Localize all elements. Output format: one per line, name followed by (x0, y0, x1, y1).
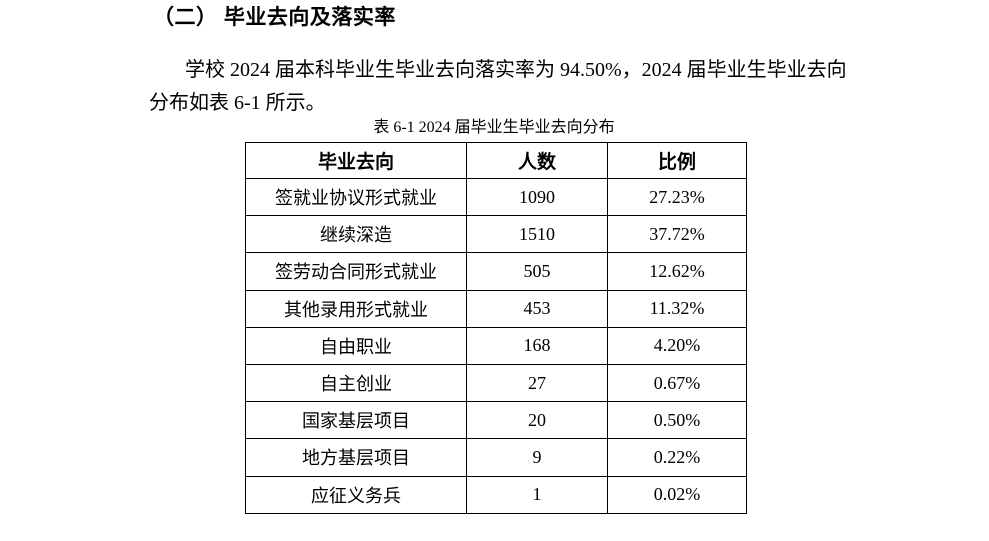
destination-cell: 国家基层项目 (245, 401, 467, 440)
destination-cell: 应征义务兵 (245, 475, 467, 514)
ratio-cell: 0.22% (607, 438, 747, 477)
table-caption: 表 6-1 2024 届毕业生毕业去向分布 (373, 119, 615, 136)
table-row: 签劳动合同形式就业 505 12.62% (245, 252, 747, 291)
table-row: 其他录用形式就业 453 11.32% (245, 289, 747, 328)
column-header-destination: 毕业去向 (245, 142, 467, 179)
ratio-cell: 4.20% (607, 326, 747, 365)
ratio-cell: 37.72% (607, 215, 747, 254)
destination-cell: 自主创业 (245, 363, 467, 403)
paragraph-line-2: 分布如表 6-1 所示。 (149, 92, 326, 114)
column-header-count: 人数 (466, 142, 608, 179)
count-cell: 1 (466, 475, 608, 514)
count-cell: 20 (466, 401, 608, 440)
table-row: 自由职业 168 4.20% (245, 326, 747, 365)
count-cell: 9 (466, 438, 608, 477)
ratio-cell: 12.62% (607, 252, 747, 291)
destination-cell: 自由职业 (245, 326, 467, 365)
count-cell: 168 (466, 326, 608, 365)
section-heading: （二） 毕业去向及落实率 (153, 6, 396, 29)
ratio-cell: 0.50% (607, 401, 747, 440)
column-header-ratio: 比例 (607, 142, 747, 179)
count-cell: 1090 (466, 177, 608, 217)
destination-cell: 地方基层项目 (245, 438, 467, 477)
graduation-destination-table: 毕业去向 人数 比例 签就业协议形式就业 1090 27.23% 继续深造 1510 37… (245, 142, 747, 514)
count-cell: 453 (466, 289, 608, 328)
table-row: 签就业协议形式就业 1090 27.23% (245, 177, 747, 217)
destination-cell: 继续深造 (245, 215, 467, 254)
count-cell: 505 (466, 252, 608, 291)
destination-cell: 签劳动合同形式就业 (245, 252, 467, 291)
paragraph-line-1: 学校 2024 届本科毕业生毕业去向落实率为 94.50%，2024 届毕业生毕… (185, 59, 847, 81)
ratio-cell: 27.23% (607, 177, 747, 217)
table-row: 应征义务兵 1 0.02% (245, 475, 747, 514)
table-header-row: 毕业去向 人数 比例 (245, 142, 747, 179)
count-cell: 1510 (466, 215, 608, 254)
ratio-cell: 0.67% (607, 363, 747, 403)
ratio-cell: 11.32% (607, 289, 747, 328)
count-cell: 27 (466, 363, 608, 403)
ratio-cell: 0.02% (607, 475, 747, 514)
destination-cell: 签就业协议形式就业 (245, 177, 467, 217)
table-row: 自主创业 27 0.67% (245, 363, 747, 403)
table-row: 国家基层项目 20 0.50% (245, 401, 747, 440)
table-row: 地方基层项目 9 0.22% (245, 438, 747, 477)
destination-cell: 其他录用形式就业 (245, 289, 467, 328)
table-row: 继续深造 1510 37.72% (245, 215, 747, 254)
